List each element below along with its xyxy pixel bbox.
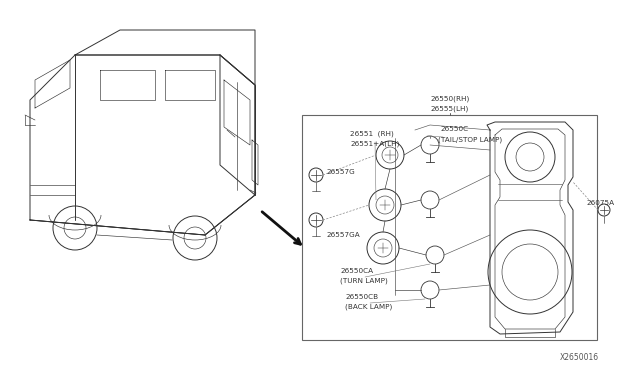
Text: 26550(RH): 26550(RH)	[430, 95, 470, 102]
Text: 26555(LH): 26555(LH)	[431, 105, 469, 112]
Text: X2650016: X2650016	[560, 353, 599, 362]
Text: 26557G: 26557G	[326, 169, 355, 175]
Text: 26550CA: 26550CA	[340, 268, 373, 274]
Text: (BACK LAMP): (BACK LAMP)	[345, 304, 392, 311]
Text: (TAIL/STOP LAMP): (TAIL/STOP LAMP)	[438, 136, 502, 142]
Text: 26550C: 26550C	[440, 126, 468, 132]
Text: 26075A: 26075A	[586, 200, 614, 206]
Text: (TURN LAMP): (TURN LAMP)	[340, 278, 388, 285]
Bar	[302, 115, 597, 340]
Text: 26557GA: 26557GA	[326, 232, 360, 238]
Text: 26551+A(LH): 26551+A(LH)	[350, 140, 399, 147]
Text: 26550CB: 26550CB	[345, 294, 378, 300]
Text: 26551  (RH): 26551 (RH)	[350, 130, 394, 137]
